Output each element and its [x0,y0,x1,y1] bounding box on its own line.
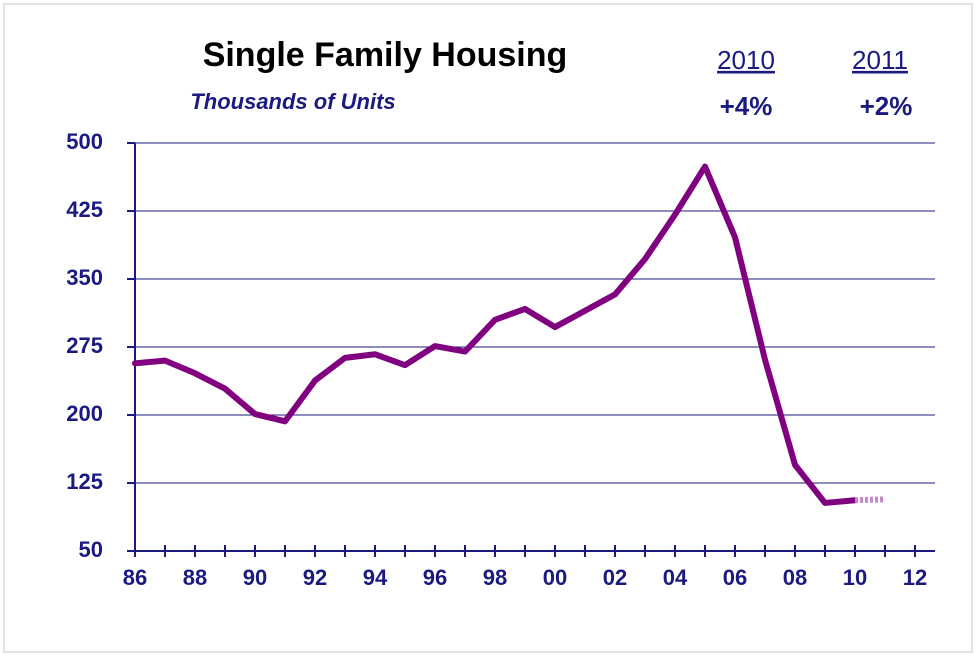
annotation-change: +4% [720,91,773,121]
x-tick-label: 90 [243,565,267,590]
x-tick-label: 12 [903,565,927,590]
chart-subtitle: Thousands of Units [190,89,395,114]
x-tick-label: 00 [543,565,567,590]
x-tick-label: 88 [183,565,207,590]
x-tick-label: 08 [783,565,807,590]
x-tick-label: 94 [363,565,388,590]
x-tick-label: 92 [303,565,327,590]
x-tick-label: 98 [483,565,507,590]
x-tick-label: 04 [663,565,688,590]
x-tick-label: 02 [603,565,627,590]
x-tick-label: 96 [423,565,447,590]
x-tick-label: 06 [723,565,747,590]
chart-title: Single Family Housing [203,36,568,74]
y-tick-label: 425 [66,197,103,222]
annotation-year: 2011 [852,45,908,75]
y-tick-label: 50 [79,537,103,562]
annotation-year: 2010 [717,45,775,75]
line-series [132,163,858,506]
y-tick-label: 350 [66,265,103,290]
x-tick-label: 10 [843,565,867,590]
y-tick-label: 500 [66,129,103,154]
y-tick-label: 200 [66,401,103,426]
y-tick-label: 275 [66,333,103,358]
line-series [854,496,886,504]
x-tick-label: 86 [123,565,147,590]
y-tick-label: 125 [66,469,103,494]
annotation-change: +2% [860,91,913,121]
